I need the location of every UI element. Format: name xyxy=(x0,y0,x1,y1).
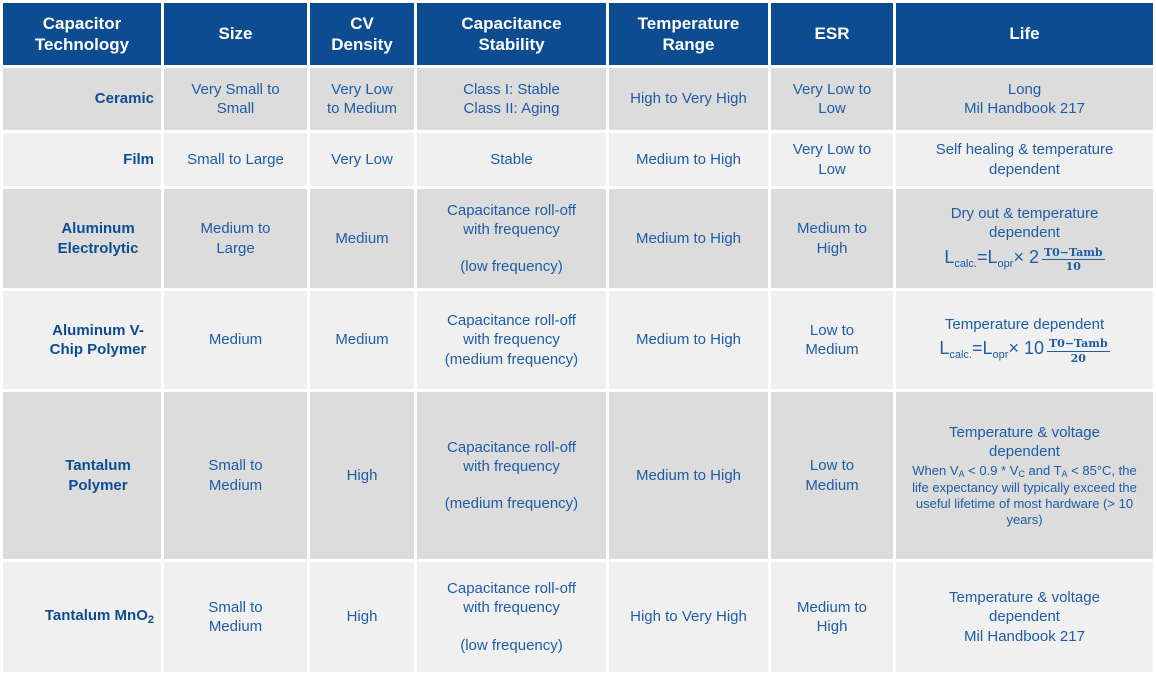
cell-esr: Very Low to Low xyxy=(771,68,893,130)
cell-capacitance-stability: Capacitance roll-off with frequency (med… xyxy=(417,392,606,559)
cell-capacitance-stability: Capacitance roll-off with frequency (med… xyxy=(417,291,606,389)
table-row-aluminum-vchip-polymer: Aluminum V-Chip Polymer Medium Medium Ca… xyxy=(3,291,1153,389)
cell-cv-density: Medium xyxy=(310,291,414,389)
cell-esr: Low to Medium xyxy=(771,392,893,559)
cell-technology-name: Aluminum V-Chip Polymer xyxy=(3,291,161,389)
cell-cv-density: Very Low xyxy=(310,133,414,186)
cell-life: Temperature & voltage dependent When VA … xyxy=(896,392,1153,559)
cell-size: Small to Medium xyxy=(164,392,307,559)
table-row-tantalum-polymer: Tantalum Polymer Small to Medium High Ca… xyxy=(3,392,1153,559)
cell-size: Very Small to Small xyxy=(164,68,307,130)
cell-temperature-range: Medium to High xyxy=(609,392,768,559)
column-header-size: Size xyxy=(164,3,307,65)
cell-temperature-range: High to Very High xyxy=(609,68,768,130)
cell-technology-name: Aluminum Electrolytic xyxy=(3,189,161,288)
header-row: Capacitor Technology Size CV Density Cap… xyxy=(3,3,1153,65)
cell-technology-name: Tantalum MnO2 xyxy=(3,562,161,672)
cell-life: Temperature dependent Lcalc.=Lopr× 10 T0−T… xyxy=(896,291,1153,389)
cell-life: Long Mil Handbook 217 xyxy=(896,68,1153,130)
life-expectancy-formula: Lcalc.=Lopr× 10 T0−Tamb 20 xyxy=(939,337,1110,365)
cell-technology-name: Film xyxy=(3,133,161,186)
cell-technology-name: Ceramic xyxy=(3,68,161,130)
cell-temperature-range: Medium to High xyxy=(609,291,768,389)
cell-size: Small to Medium xyxy=(164,562,307,672)
cell-life: Dry out & temperature dependent Lcalc.=L… xyxy=(896,189,1153,288)
table-row-aluminum-electrolytic: Aluminum Electrolytic Medium to Large Me… xyxy=(3,189,1153,288)
cell-size: Medium to Large xyxy=(164,189,307,288)
column-header-temperature-range: Temperature Range xyxy=(609,3,768,65)
cell-esr: Low to Medium xyxy=(771,291,893,389)
cell-cv-density: Medium xyxy=(310,189,414,288)
cell-temperature-range: High to Very High xyxy=(609,562,768,672)
cell-life: Temperature & voltage dependent Mil Hand… xyxy=(896,562,1153,672)
cell-cv-density: High xyxy=(310,392,414,559)
cell-temperature-range: Medium to High xyxy=(609,133,768,186)
cell-size: Small to Large xyxy=(164,133,307,186)
column-header-capacitance-stability: Capacitance Stability xyxy=(417,3,606,65)
table-row-tantalum-mno2: Tantalum MnO2 Small to Medium High Capac… xyxy=(3,562,1153,672)
cell-size: Medium xyxy=(164,291,307,389)
column-header-cv-density: CV Density xyxy=(310,3,414,65)
cell-cv-density: Very Low to Medium xyxy=(310,68,414,130)
life-condition-note: When VA < 0.9 * VC and TA < 85°C, the li… xyxy=(912,463,1137,528)
cell-capacitance-stability: Capacitance roll-off with frequency (low… xyxy=(417,189,606,288)
cell-life: Self healing & temperature dependent xyxy=(896,133,1153,186)
cell-capacitance-stability: Stable xyxy=(417,133,606,186)
cell-technology-name: Tantalum Polymer xyxy=(3,392,161,559)
column-header-life: Life xyxy=(896,3,1153,65)
cell-cv-density: High xyxy=(310,562,414,672)
table-row-ceramic: Ceramic Very Small to Small Very Low to … xyxy=(3,68,1153,130)
life-expectancy-formula: Lcalc.=Lopr× 2 T0−Tamb 10 xyxy=(944,245,1105,273)
cell-temperature-range: Medium to High xyxy=(609,189,768,288)
cell-capacitance-stability: Class I: Stable Class II: Aging xyxy=(417,68,606,130)
cell-esr: Medium to High xyxy=(771,189,893,288)
table-row-film: Film Small to Large Very Low Stable Medi… xyxy=(3,133,1153,186)
column-header-esr: ESR xyxy=(771,3,893,65)
cell-capacitance-stability: Capacitance roll-off with frequency (low… xyxy=(417,562,606,672)
cell-esr: Very Low to Low xyxy=(771,133,893,186)
column-header-capacitor-technology: Capacitor Technology xyxy=(3,3,161,65)
cell-esr: Medium to High xyxy=(771,562,893,672)
